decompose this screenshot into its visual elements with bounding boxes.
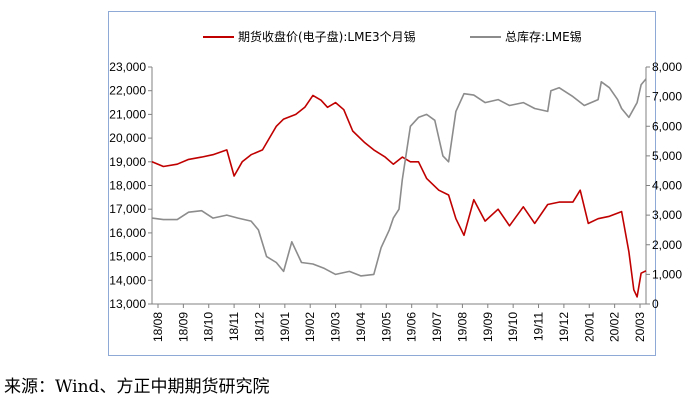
y-left-tick-label: 15,000: [109, 250, 146, 264]
x-tick-label: 19/03: [329, 312, 343, 342]
y-right-tick-label: 7,000: [652, 90, 682, 104]
legend-label: 期货收盘价(电子盘):LME3个月锡: [238, 29, 416, 44]
x-tick-label: 20/03: [633, 312, 647, 342]
x-tick-label: 19/01: [278, 312, 292, 342]
x-tick-label: 18/10: [202, 312, 216, 342]
y-right-tick-label: 8,000: [652, 60, 682, 74]
y-right-tick-label: 0: [652, 297, 659, 311]
source-note: 来源：Wind、方正中期期货研究院: [4, 377, 270, 397]
x-tick-label: 18/11: [227, 312, 241, 341]
x-tick-label: 19/09: [481, 312, 495, 342]
series-line-lme-tin-price: [151, 94, 647, 298]
y-left-tick-label: 16,000: [109, 226, 146, 240]
y-left-tick-label: 21,000: [109, 107, 146, 121]
y-right-tick-label: 5,000: [652, 149, 682, 163]
x-tick-label: 18/09: [176, 312, 190, 342]
x-tick-label: 18/08: [151, 312, 165, 342]
y-right-tick-label: 6,000: [652, 119, 682, 133]
x-tick-label: 19/02: [303, 312, 317, 342]
y-right-tick-label: 4,000: [652, 179, 682, 193]
y-left-tick-label: 17,000: [109, 202, 146, 216]
y-left-tick-label: 19,000: [109, 155, 146, 169]
y-left-tick-label: 23,000: [109, 60, 146, 74]
legend-label: 总库存:LME锡: [505, 29, 582, 44]
series-line-lme-tin-stock: [151, 78, 647, 277]
y-right-tick-label: 1,000: [652, 267, 682, 281]
x-tick-label: 19/12: [557, 312, 571, 342]
x-tick-label: 19/10: [506, 312, 520, 342]
legend: 期货收盘价(电子盘):LME3个月锡 总库存:LME锡: [203, 29, 582, 44]
x-tick-label: 20/01: [582, 312, 596, 342]
x-tick-label: 19/07: [430, 312, 444, 342]
y-right-tick-label: 3,000: [652, 208, 682, 222]
x-tick-label: 20/02: [608, 312, 622, 342]
series-layer: [151, 78, 647, 298]
y-left-tick-label: 14,000: [109, 273, 146, 287]
x-tick-label: 19/04: [354, 312, 368, 342]
y-right-tick-label: 2,000: [652, 238, 682, 252]
y-left-tick-label: 20,000: [109, 131, 146, 145]
chart-frame: [108, 11, 656, 356]
x-tick-label: 19/08: [455, 312, 469, 342]
x-tick-label: 18/12: [252, 312, 266, 342]
y-left-tick-label: 22,000: [109, 84, 146, 98]
x-tick-label: 19/11: [532, 312, 546, 341]
y-left-tick-label: 18,000: [109, 179, 146, 193]
x-tick-label: 19/05: [379, 312, 393, 342]
x-tick-label: 19/06: [405, 312, 419, 342]
axes: 13,000 14,000 15,000 16,000 17,000 18,000 19,0…: [109, 60, 682, 342]
y-left-tick-label: 13,000: [109, 297, 146, 311]
